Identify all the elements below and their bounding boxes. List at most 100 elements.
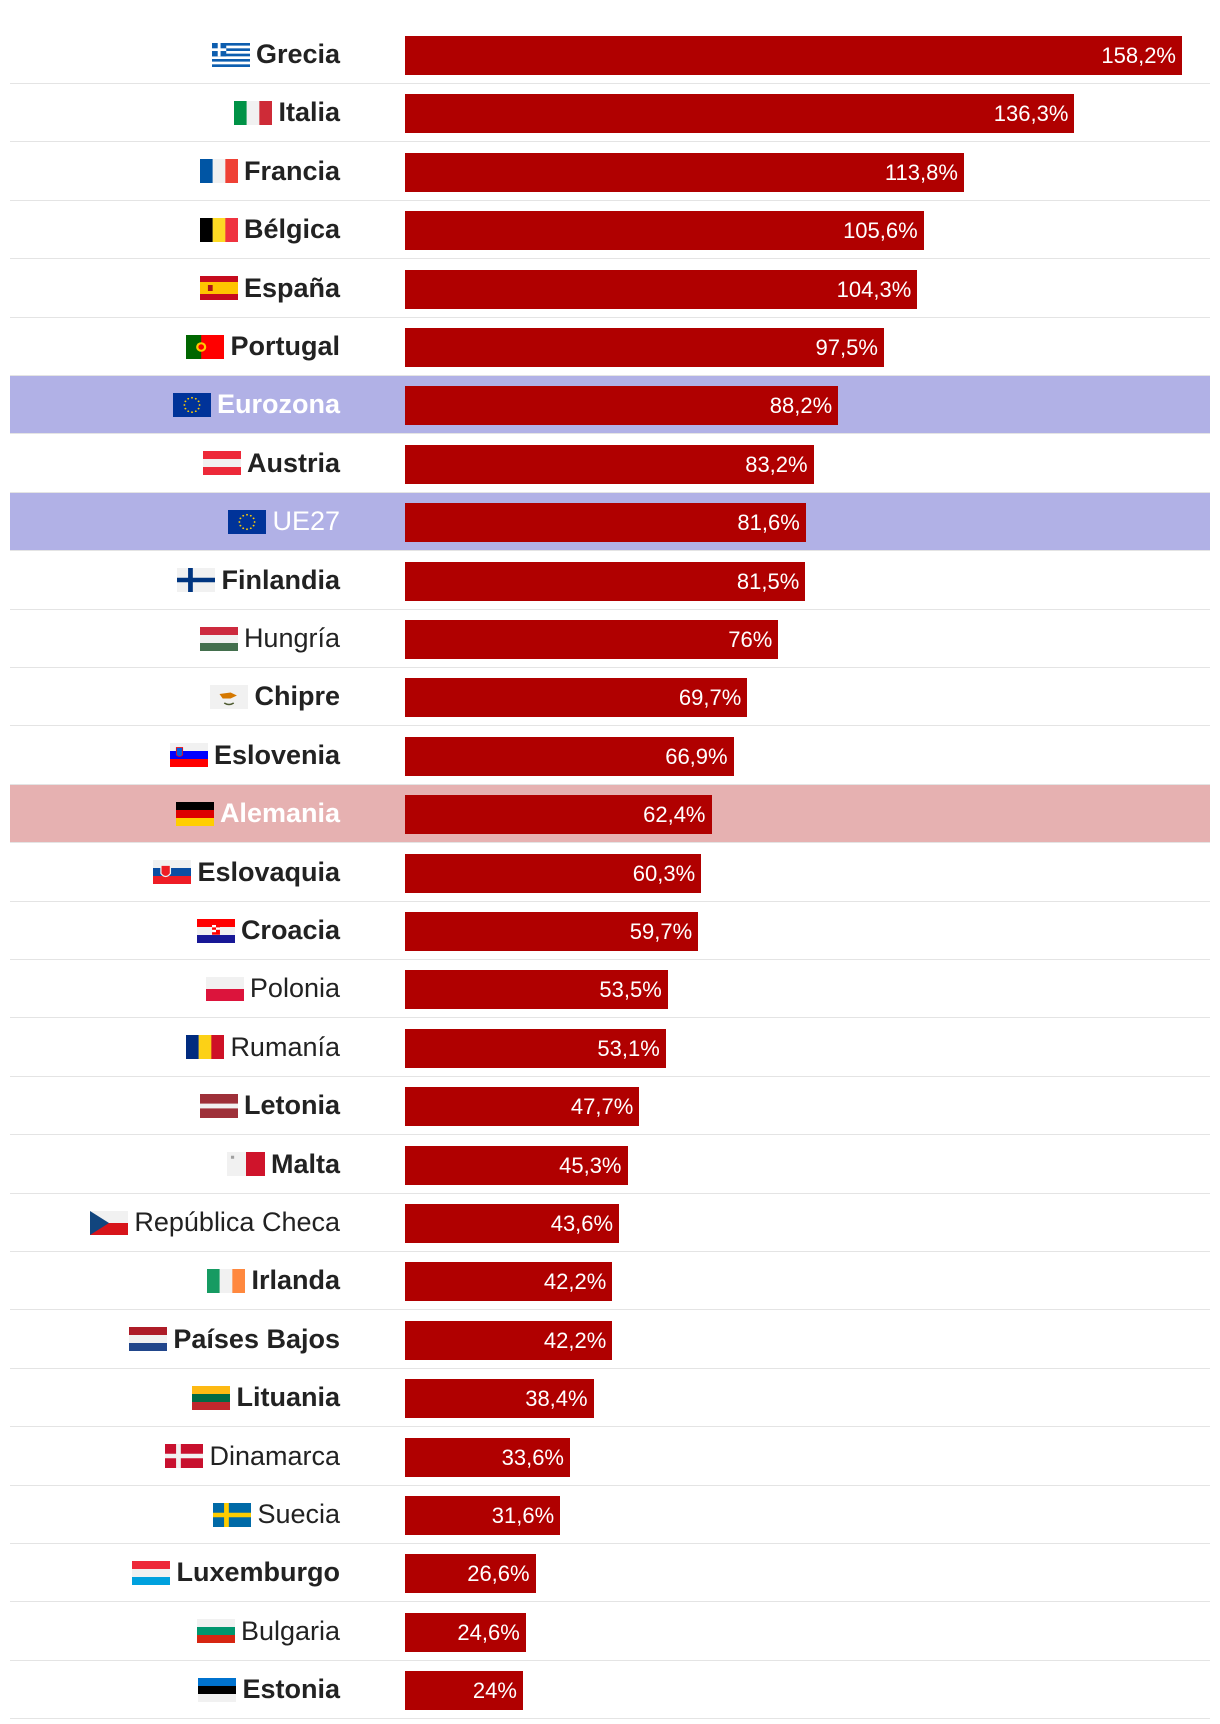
value-label: 59,7% [629,919,693,944]
bar-ue27: 81,6% [405,503,806,543]
finland-flag-icon [177,568,216,593]
greece-flag-icon [211,42,250,67]
bar-irlanda: 42,2% [405,1262,613,1302]
category-label: Bélgica [199,201,340,258]
category-label: España [199,260,340,317]
spain-flag-icon [199,276,238,301]
value-label: 97,5% [815,335,878,360]
belgium-flag-icon [199,217,238,242]
bar-row-irlanda: Irlanda 42,2% [10,1252,1210,1311]
country-name: Austria [246,447,340,478]
country-name: Francia [243,155,340,186]
poland-flag-icon [205,976,244,1001]
bar-row-dinamarca: Dinamarca 33,6% [10,1428,1210,1486]
country-name: Grecia [255,39,340,69]
country-name: España [243,272,340,303]
bar-row-luxemburgo: Luxemburgo 26,6% [10,1544,1210,1603]
value-label: 42,2% [543,1269,607,1295]
bar-eslovenia: 66,9% [405,736,734,776]
country-name: Luxemburgo [176,1557,340,1588]
bar-finlandia: 81,5% [405,561,806,601]
bar-austria: 83,2% [405,444,814,484]
bar-row-letonia: Letonia 47,7% [10,1077,1210,1136]
category-label: Italia [234,84,340,141]
luxembourg-flag-icon [132,1560,171,1585]
value-label: 158,2% [1101,43,1176,68]
category-label: Eslovaquia [153,844,340,901]
latvia-flag-icon [199,1093,238,1118]
bar-row-republica-checa: República Checa 43,6% [10,1194,1210,1252]
bar-francia: 113,8% [405,152,964,192]
country-name: Portugal [230,331,340,361]
bar-row-bulgaria: Bulgaria 24,6% [10,1603,1210,1661]
value-label: 113,8% [884,159,958,185]
value-label: 66,9% [665,743,728,769]
bar-row-portugal: Portugal 97,5% [10,318,1210,376]
portugal-flag-icon [186,334,225,359]
austria-flag-icon [202,451,241,476]
value-label: 69,7% [678,685,742,711]
category-label: Dinamarca [165,1428,340,1485]
category-label: Lituania [192,1369,340,1426]
country-name: República Checa [134,1207,340,1237]
bar-hungria: 76% [405,620,779,659]
category-label: Austria [202,435,340,492]
value-label: 42,2% [543,1327,607,1353]
country-name: Eurozona [216,389,340,420]
bar-suecia: 31,6% [405,1496,561,1535]
bar-estonia: 24% [405,1671,523,1711]
category-label: Polonia [205,960,340,1017]
bar-alemania: 62,4% [405,795,712,835]
category-label: Malta [226,1136,340,1193]
bar-croacia: 59,7% [405,912,699,951]
category-label: Portugal [186,318,340,375]
croatia-flag-icon [196,918,235,943]
country-name: Estonia [242,1674,340,1705]
germany-flag-icon [175,801,214,826]
value-label: 43,6% [550,1211,614,1236]
bar-row-croacia: Croacia 59,7% [10,902,1210,960]
value-label: 136,3% [993,101,1069,127]
romania-flag-icon [186,1035,225,1060]
bar-belgica: 105,6% [405,211,924,251]
value-label: 104,3% [836,276,912,302]
bar-italia: 136,3% [405,94,1075,134]
bar-letonia: 47,7% [405,1087,640,1127]
slovakia-flag-icon [153,860,192,885]
value-label: 24,6% [457,1619,520,1645]
bar-luxemburgo: 26,6% [405,1554,536,1594]
country-name: Finlandia [221,564,340,595]
country-name: Chipre [254,681,340,712]
country-name: Dinamarca [209,1440,340,1471]
ireland-flag-icon [207,1268,246,1293]
value-label: 47,7% [570,1094,634,1120]
value-label: 81,5% [736,568,800,594]
bar-row-chipre: Chipre 69,7% [10,668,1210,727]
bar-row-hungria: Hungría 76% [10,610,1210,668]
country-name: Croacia [240,915,340,945]
category-label: Francia [199,143,340,200]
category-label: Grecia [211,26,340,83]
bar-row-espana: España 104,3% [10,260,1210,318]
country-name: Lituania [236,1382,340,1413]
category-label: Hungría [199,610,340,667]
bar-portugal: 97,5% [405,328,884,367]
bar-chipre: 69,7% [405,678,748,718]
bar-espana: 104,3% [405,269,918,309]
czech-flag-icon [90,1210,129,1235]
value-label: 53,1% [597,1035,660,1061]
country-name: Polonia [249,973,340,1004]
country-name: Países Bajos [173,1323,340,1354]
bar-row-estonia: Estonia 24% [10,1661,1210,1720]
country-name: Italia [278,97,340,128]
bar-bulgaria: 24,6% [405,1612,526,1652]
category-label: Rumanía [186,1019,340,1076]
value-label: 62,4% [643,802,706,828]
estonia-flag-icon [198,1677,237,1702]
bar-row-polonia: Polonia 53,5% [10,960,1210,1019]
value-label: 45,3% [559,1152,622,1178]
lithuania-flag-icon [192,1385,231,1410]
category-label: UE27 [228,493,340,550]
bar-row-ue27: UE27 81,6% [10,493,1210,552]
